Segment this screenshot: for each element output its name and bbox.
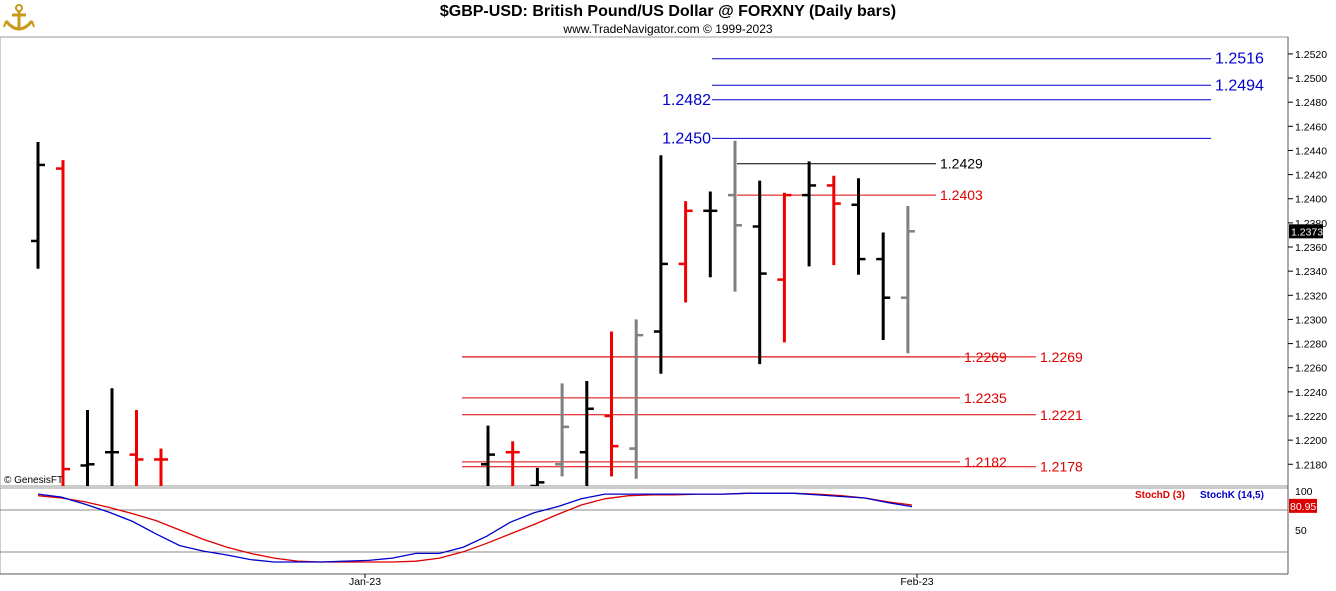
ohlc-bar	[728, 140, 742, 292]
ohlc-bar	[826, 175, 841, 266]
level-label: 1.2516	[1215, 51, 1264, 68]
ohlc-bar	[777, 192, 792, 343]
ohlc-bar	[703, 191, 718, 278]
price-tick-label: 1.2180	[1295, 459, 1327, 471]
ohlc-bar	[604, 331, 619, 477]
level-label: 1.2269	[1040, 349, 1083, 365]
level-label: 1.2221	[1040, 407, 1083, 423]
ohlc-bar	[154, 448, 168, 486]
stochastic-panel	[0, 487, 1289, 575]
ohlc-bar	[876, 232, 891, 340]
price-tick-label: 1.2220	[1295, 411, 1327, 423]
level-label: 1.2429	[940, 156, 983, 172]
ohlc-bar	[802, 161, 817, 267]
ohlc-bar	[56, 160, 70, 486]
current-price-box	[1289, 224, 1323, 239]
level-label: 1.2182	[964, 454, 1007, 470]
ohlc-bar	[129, 409, 144, 486]
chart-title: $GBP-USD: British Pound/US Dollar @ FORX…	[439, 3, 897, 20]
ohlc-bar	[579, 380, 594, 486]
legend-stochd: StochD (3)	[1135, 490, 1185, 501]
ohlc-bar	[31, 142, 45, 269]
stoch-tick-label: 50	[1295, 525, 1307, 537]
price-tick-label: 1.2200	[1295, 435, 1327, 447]
ohlc-bar	[900, 205, 915, 354]
price-tick-label: 1.2440	[1295, 145, 1327, 157]
price-tick-label: 1.2360	[1295, 242, 1327, 254]
price-tick-label: 1.2260	[1295, 363, 1327, 375]
price-tick-label: 1.2300	[1295, 314, 1327, 326]
time-tick-label: Jan-23	[349, 576, 381, 588]
level-label: 1.2482	[662, 92, 711, 109]
chart-header: $GBP-USD: British Pound/US Dollar @ FORX…	[0, 0, 1336, 37]
ohlc-bar	[105, 388, 119, 486]
level-label: 1.2235	[964, 390, 1007, 406]
stoch-tick-label: 100	[1295, 486, 1313, 498]
level-label: 1.2494	[1215, 77, 1264, 94]
price-axis	[1288, 37, 1336, 574]
ohlc-bar	[678, 201, 693, 303]
ohlc-bar	[851, 178, 866, 275]
anchor-icon	[3, 3, 35, 38]
price-tick-label: 1.2500	[1295, 73, 1327, 85]
stoch-current-label: 80.95	[1290, 501, 1316, 513]
level-label: 1.2450	[662, 130, 711, 147]
ohlc-bar	[629, 319, 644, 479]
price-tick-label: 1.2480	[1295, 97, 1327, 109]
ohlc-bar	[505, 441, 520, 486]
stoch-current-box	[1289, 498, 1317, 513]
copyright-label: © GenesisFT	[4, 475, 63, 486]
price-tick-label: 1.2240	[1295, 387, 1327, 399]
ohlc-bar	[80, 409, 95, 486]
stoch-line	[37, 492, 913, 563]
level-label: 1.2178	[1040, 459, 1083, 475]
price-panel	[0, 36, 1289, 487]
price-tick-label: 1.2460	[1295, 121, 1327, 133]
price-tick-label: 1.2320	[1295, 290, 1327, 302]
time-tick-label: Feb-23	[900, 576, 933, 588]
price-tick-label: 1.2520	[1295, 49, 1327, 61]
chart-subtitle: www.TradeNavigator.com © 1999-2023	[563, 22, 773, 36]
price-tick-label: 1.2420	[1295, 170, 1327, 182]
level-label: 1.2403	[940, 187, 983, 203]
current-price-label: 1.2373	[1291, 226, 1323, 238]
ohlc-bar	[653, 155, 668, 374]
price-tick-label: 1.2280	[1295, 339, 1327, 351]
ohlc-bar	[530, 467, 545, 486]
price-tick-label: 1.2340	[1295, 266, 1327, 278]
ohlc-bar	[555, 383, 570, 477]
time-axis	[0, 574, 1336, 591]
ohlc-bar	[752, 180, 767, 365]
ohlc-bar	[481, 425, 495, 486]
legend-stochk: StochK (14,5)	[1200, 490, 1264, 501]
price-tick-label: 1.2400	[1295, 194, 1327, 206]
